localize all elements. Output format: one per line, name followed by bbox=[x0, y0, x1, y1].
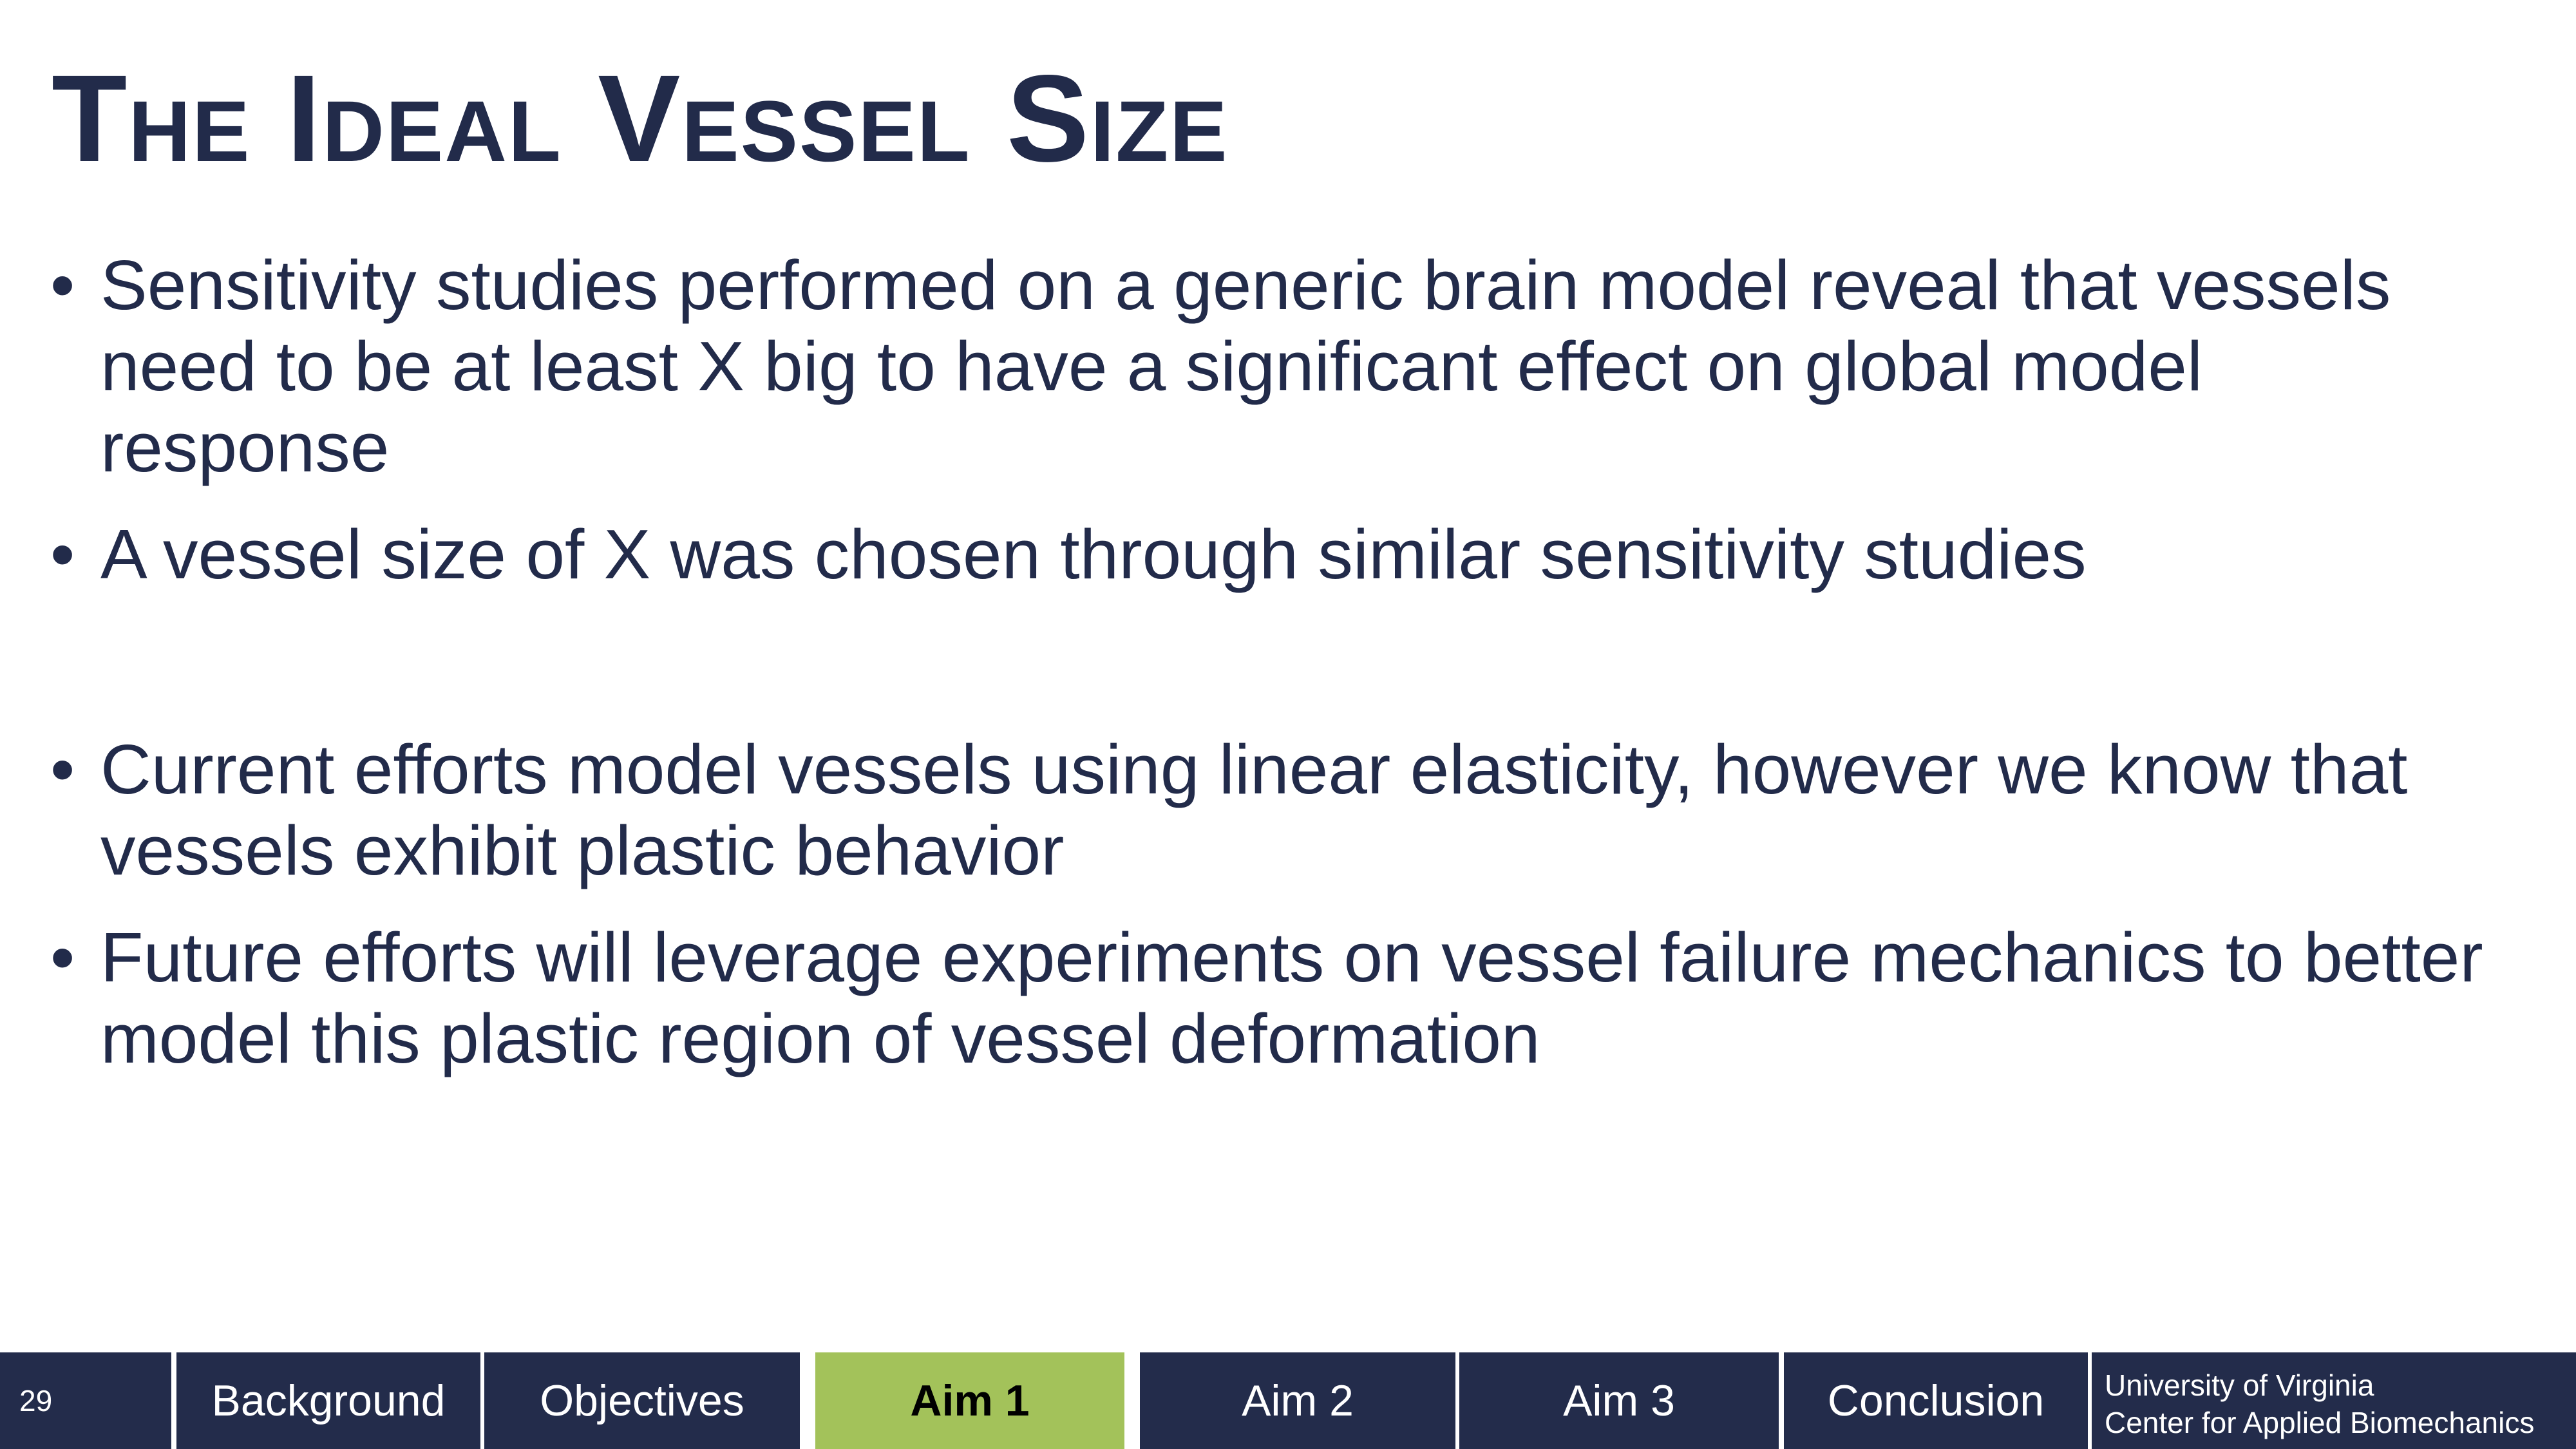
university-label: University of Virginia Center for Applie… bbox=[2092, 1352, 2576, 1449]
bullet-item: • Current efforts model vessels using li… bbox=[50, 729, 2510, 891]
university-name: University of Virginia bbox=[2105, 1368, 2374, 1402]
nav-tab-aim-1[interactable]: Aim 1 bbox=[815, 1352, 1124, 1449]
bullet-list: • Sensitivity studies performed on a gen… bbox=[50, 245, 2510, 1105]
footer-nav-bar: 29 Background Objectives Aim 1 Aim 2 Aim… bbox=[0, 1352, 2576, 1449]
bullet-text: Current efforts model vessels using line… bbox=[100, 730, 2408, 890]
bullet-text: Sensitivity studies performed on a gener… bbox=[100, 246, 2391, 487]
bullet-item: • Future efforts will leverage experimen… bbox=[50, 917, 2510, 1079]
bullet-text: A vessel size of X was chosen through si… bbox=[100, 515, 2087, 594]
bullet-item: • Sensitivity studies performed on a gen… bbox=[50, 245, 2510, 488]
bullet-icon: • bbox=[50, 515, 75, 594]
bullet-icon: • bbox=[50, 730, 75, 809]
bullet-item: • A vessel size of X was chosen through … bbox=[50, 514, 2510, 595]
slide-number: 29 bbox=[0, 1352, 171, 1449]
slide-title: The Ideal Vessel Size bbox=[52, 49, 1229, 187]
bullet-text: Future efforts will leverage experiments… bbox=[100, 918, 2483, 1078]
nav-tab-aim-2[interactable]: Aim 2 bbox=[1140, 1352, 1455, 1449]
nav-tab-aim-3[interactable]: Aim 3 bbox=[1459, 1352, 1779, 1449]
bullet-icon: • bbox=[50, 918, 75, 997]
nav-tab-objectives[interactable]: Objectives bbox=[484, 1352, 800, 1449]
center-name: Center for Applied Biomechanics bbox=[2105, 1406, 2535, 1439]
bullet-icon: • bbox=[50, 246, 75, 325]
nav-tab-background[interactable]: Background bbox=[176, 1352, 480, 1449]
nav-tab-conclusion[interactable]: Conclusion bbox=[1784, 1352, 2088, 1449]
